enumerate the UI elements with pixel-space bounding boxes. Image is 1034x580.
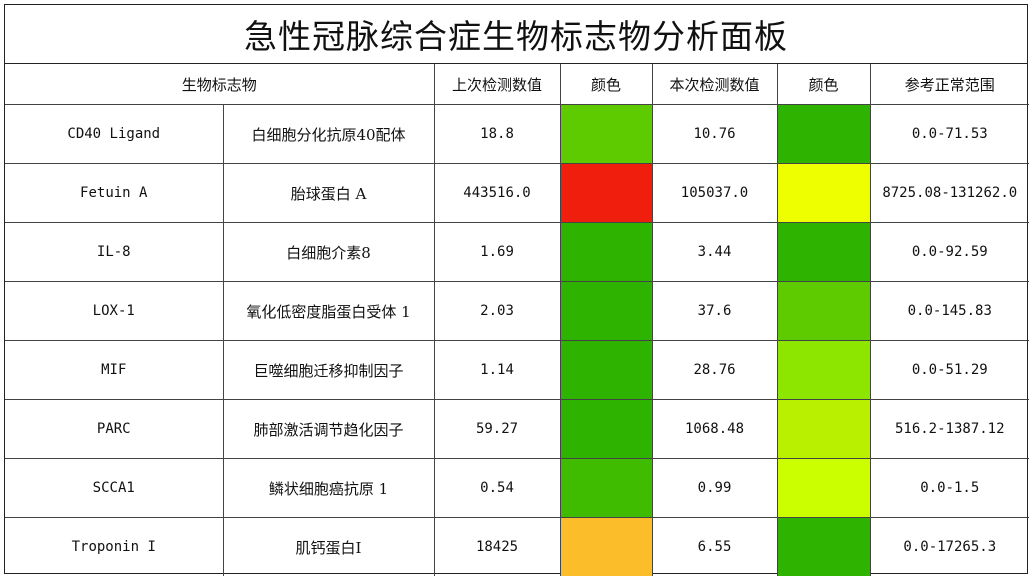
current-color-swatch	[776, 163, 871, 223]
biomarker-name: 肺部激活调节趋化因子	[222, 399, 435, 459]
current-color-swatch	[776, 281, 871, 341]
biomarker-name: 氧化低密度脂蛋白受体 1	[222, 281, 435, 341]
header-biomarker: 生物标志物	[5, 64, 435, 105]
last-value: 1.14	[433, 340, 561, 400]
biomarker-code: SCCA1	[5, 458, 224, 518]
header-reference-range: 参考正常范围	[869, 64, 1030, 105]
last-color-swatch	[559, 399, 653, 459]
last-value: 2.03	[433, 281, 561, 341]
last-color-swatch	[559, 517, 653, 576]
last-color-swatch	[559, 163, 653, 223]
biomarker-name: 鳞状细胞癌抗原 1	[222, 458, 435, 518]
reference-range: 516.2-1387.12	[869, 399, 1030, 459]
biomarker-code: IL-8	[5, 222, 224, 282]
last-value: 1.69	[433, 222, 561, 282]
table-row: LOX-1 氧化低密度脂蛋白受体 1 2.03 37.6 0.0-145.83	[5, 281, 1030, 341]
biomarker-name: 巨噬细胞迁移抑制因子	[222, 340, 435, 400]
reference-range: 0.0-51.29	[869, 340, 1030, 400]
table-row: CD40 Ligand 白细胞分化抗原40配体 18.8 10.76 0.0-71.53	[5, 104, 1030, 164]
table-row: MIF 巨噬细胞迁移抑制因子 1.14 28.76 0.0-51.29	[5, 340, 1030, 400]
biomarker-name: 白细胞分化抗原40配体	[222, 104, 435, 164]
reference-range: 0.0-17265.3	[869, 517, 1030, 576]
current-value: 3.44	[651, 222, 778, 282]
last-value: 0.54	[433, 458, 561, 518]
header-last-value: 上次检测数值	[433, 64, 561, 105]
last-color-swatch	[559, 281, 653, 341]
current-value: 1068.48	[651, 399, 778, 459]
last-value: 18.8	[433, 104, 561, 164]
header-row: 生物标志物 上次检测数值 颜色 本次检测数值 颜色 参考正常范围	[5, 64, 1030, 105]
current-value: 6.55	[651, 517, 778, 576]
table-row: Fetuin A 胎球蛋白 A 443516.0 105037.0 8725.08-13…	[5, 163, 1030, 223]
current-color-swatch	[776, 340, 871, 400]
current-value: 10.76	[651, 104, 778, 164]
current-value: 28.76	[651, 340, 778, 400]
header-current-value: 本次检测数值	[651, 64, 778, 105]
reference-range: 0.0-71.53	[869, 104, 1030, 164]
current-color-swatch	[776, 399, 871, 459]
table-row: IL-8 白细胞介素8 1.69 3.44 0.0-92.59	[5, 222, 1030, 282]
biomarker-code: CD40 Ligand	[5, 104, 224, 164]
reference-range: 0.0-145.83	[869, 281, 1030, 341]
biomarker-code: Troponin I	[5, 517, 224, 576]
current-color-swatch	[776, 104, 871, 164]
last-color-swatch	[559, 104, 653, 164]
last-value: 443516.0	[433, 163, 561, 223]
current-color-swatch	[776, 222, 871, 282]
reference-range: 0.0-92.59	[869, 222, 1030, 282]
current-value: 0.99	[651, 458, 778, 518]
biomarker-panel: 急性冠脉综合症生物标志物分析面板 生物标志物 上次检测数值 颜色 本次检测数值 …	[4, 4, 1030, 576]
header-current-color: 颜色	[776, 64, 871, 105]
biomarker-name: 胎球蛋白 A	[222, 163, 435, 223]
current-color-swatch	[776, 517, 871, 576]
biomarker-name: 肌钙蛋白I	[222, 517, 435, 576]
last-color-swatch	[559, 222, 653, 282]
reference-range: 8725.08-131262.0	[869, 163, 1030, 223]
current-value: 105037.0	[651, 163, 778, 223]
header-last-color: 颜色	[559, 64, 653, 105]
biomarker-name: 白细胞介素8	[222, 222, 435, 282]
table-row: Troponin I 肌钙蛋白I 18425 6.55 0.0-17265.3	[5, 517, 1030, 576]
last-value: 18425	[433, 517, 561, 576]
biomarker-table: 生物标志物 上次检测数值 颜色 本次检测数值 颜色 参考正常范围 CD40 Li…	[5, 64, 1030, 576]
last-color-swatch	[559, 340, 653, 400]
table-row: SCCA1 鳞状细胞癌抗原 1 0.54 0.99 0.0-1.5	[5, 458, 1030, 518]
biomarker-code: LOX-1	[5, 281, 224, 341]
current-value: 37.6	[651, 281, 778, 341]
biomarker-code: Fetuin A	[5, 163, 224, 223]
current-color-swatch	[776, 458, 871, 518]
reference-range: 0.0-1.5	[869, 458, 1030, 518]
biomarker-code: MIF	[5, 340, 224, 400]
page-title: 急性冠脉综合症生物标志物分析面板	[5, 5, 1027, 64]
biomarker-code: PARC	[5, 399, 224, 459]
last-color-swatch	[559, 458, 653, 518]
last-value: 59.27	[433, 399, 561, 459]
table-row: PARC 肺部激活调节趋化因子 59.27 1068.48 516.2-1387.12	[5, 399, 1030, 459]
